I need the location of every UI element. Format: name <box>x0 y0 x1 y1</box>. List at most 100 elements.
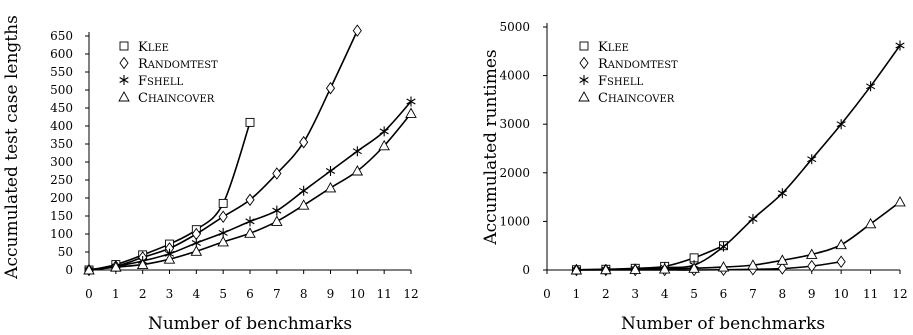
y-tick-label: 4000 <box>499 69 530 83</box>
x-tick-label: 1 <box>573 287 581 301</box>
x-tick-label: 11 <box>863 287 878 301</box>
data-point <box>748 213 758 224</box>
data-point <box>406 96 416 107</box>
series-line <box>576 244 724 271</box>
data-point <box>190 245 203 256</box>
x-tick-label: 5 <box>690 287 698 301</box>
y-tick-label: 50 <box>58 245 73 259</box>
data-point <box>272 167 282 180</box>
data-point <box>405 107 417 118</box>
x-tick-label: 12 <box>892 287 907 301</box>
data-point <box>245 193 255 207</box>
y-tick-label: 0 <box>65 263 73 277</box>
data-point <box>299 135 309 149</box>
legend-marker <box>119 56 129 70</box>
legend-marker <box>119 41 129 51</box>
data-point <box>777 188 787 199</box>
y-axis-title: Accumulated runtimes <box>481 49 501 245</box>
data-point <box>718 241 729 252</box>
series-fshell <box>571 40 905 275</box>
y-tick-label: 1000 <box>499 214 530 228</box>
x-tick-label: 6 <box>246 287 254 301</box>
x-tick-label: 0 <box>85 287 93 301</box>
legend-marker <box>579 56 589 70</box>
x-tick-label: 2 <box>602 287 610 301</box>
x-tick-label: 8 <box>779 287 787 301</box>
y-tick-label: 200 <box>50 191 73 205</box>
y-tick-label: 2000 <box>499 166 530 180</box>
data-point <box>324 181 337 193</box>
series-randomtest <box>571 255 846 277</box>
x-tick-label: 6 <box>720 287 728 301</box>
data-point <box>245 117 255 127</box>
y-tick-label: 600 <box>50 47 73 61</box>
legend-marker <box>579 41 589 51</box>
y-tick-label: 0 <box>522 263 530 277</box>
x-tick-label: 7 <box>273 287 281 301</box>
data-point <box>271 215 283 226</box>
x-tick-label: 8 <box>300 287 308 301</box>
data-point <box>807 154 817 165</box>
y-tick-label: 550 <box>50 65 73 79</box>
legend-label: RANDOMTEST <box>598 57 678 72</box>
y-tick-label: 400 <box>50 119 73 133</box>
data-point <box>895 40 905 51</box>
data-point <box>297 199 310 210</box>
chart-test-case-lengths: 0 1 2 3 4 5 6 7 8 9 10 11 12050100150200250300350400… <box>2 15 419 334</box>
legend-marker <box>119 75 129 85</box>
x-tick-label: 10 <box>834 287 849 301</box>
data-point <box>570 264 583 275</box>
y-tick-label: 3000 <box>499 117 530 131</box>
y-tick-label: 150 <box>50 209 73 223</box>
data-point <box>864 217 877 229</box>
data-point <box>351 165 364 176</box>
series-line <box>576 201 901 271</box>
data-point <box>717 261 730 272</box>
data-point <box>894 196 906 207</box>
data-point <box>352 24 362 37</box>
data-point <box>163 253 176 264</box>
legend-label: CHAINCOVER <box>598 91 675 106</box>
y-tick-label: 500 <box>50 83 73 97</box>
data-point <box>835 238 847 250</box>
data-point <box>136 258 149 270</box>
data-point <box>325 81 336 95</box>
y-tick-label: 250 <box>50 173 73 187</box>
x-axis-title: Number of benchmarks <box>148 314 352 334</box>
data-point <box>217 235 229 247</box>
data-point <box>325 166 336 176</box>
data-point <box>218 210 228 223</box>
x-tick-label: 11 <box>377 287 392 301</box>
y-tick-label: 650 <box>50 29 73 43</box>
x-tick-label: 4 <box>661 287 669 301</box>
data-point <box>600 263 612 275</box>
series-chaincover <box>570 196 906 275</box>
x-axis-title: Number of benchmarks <box>621 314 825 334</box>
data-point <box>865 81 876 92</box>
legend-label: FSHELL <box>138 74 184 89</box>
legend-marker <box>579 75 589 85</box>
series-chaincover <box>83 107 417 275</box>
y-tick-label: 350 <box>50 137 73 151</box>
legend-label: CHAINCOVER <box>138 91 215 106</box>
y-tick-label: 5000 <box>499 20 530 34</box>
data-point <box>658 263 671 274</box>
data-point <box>629 263 642 274</box>
y-axis-title: Accumulated test case lengths <box>2 15 22 280</box>
legend-label: FSHELL <box>598 74 644 89</box>
x-tick-label: 4 <box>193 287 201 301</box>
data-point <box>805 248 818 259</box>
legend-marker <box>118 91 130 102</box>
series-line <box>88 112 412 271</box>
data-point <box>776 254 789 265</box>
data-point <box>777 262 787 275</box>
x-tick-label: 12 <box>403 287 418 301</box>
legend-label: KLEE <box>138 40 169 55</box>
x-tick-label: 7 <box>749 287 757 301</box>
data-point <box>83 264 95 275</box>
x-tick-label: 3 <box>166 287 174 301</box>
x-tick-label: 5 <box>219 287 227 301</box>
x-tick-label: 9 <box>808 287 816 301</box>
y-tick-label: 300 <box>50 155 73 169</box>
